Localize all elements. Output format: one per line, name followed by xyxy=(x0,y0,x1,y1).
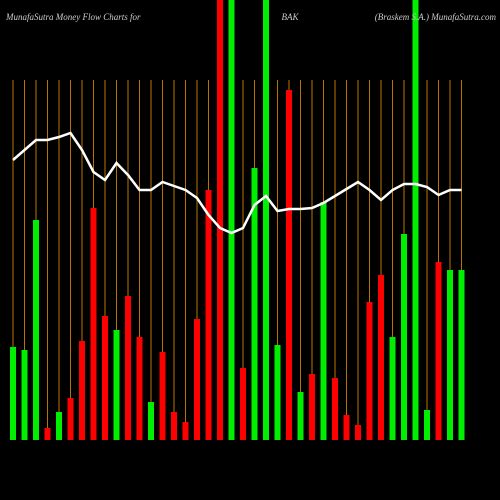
bar xyxy=(251,168,258,440)
bar xyxy=(355,425,361,440)
bar xyxy=(263,0,269,440)
bar xyxy=(171,412,177,440)
bar xyxy=(286,90,292,440)
bar xyxy=(44,428,51,440)
bar xyxy=(102,316,108,440)
chart-title: MunafaSutra Money Flow Charts for xyxy=(5,12,141,22)
bar xyxy=(10,347,16,440)
bar xyxy=(21,350,28,440)
bar xyxy=(435,262,442,440)
bar xyxy=(90,208,97,440)
bar xyxy=(136,337,143,440)
bar xyxy=(458,270,465,440)
bar xyxy=(424,410,430,440)
money-flow-line xyxy=(12,131,462,235)
symbol: BAK xyxy=(282,12,300,22)
bar xyxy=(148,402,154,440)
bar xyxy=(182,422,189,440)
bar xyxy=(378,275,384,440)
bar xyxy=(401,234,407,440)
bar xyxy=(389,337,396,440)
bar xyxy=(332,378,338,440)
bar xyxy=(447,270,453,440)
bar xyxy=(309,374,315,440)
bar xyxy=(125,296,131,440)
lines xyxy=(12,131,462,235)
bar xyxy=(79,341,85,440)
bar xyxy=(297,392,304,440)
bar xyxy=(274,345,281,440)
bar xyxy=(320,202,327,440)
bar xyxy=(343,415,350,440)
bar xyxy=(67,398,74,440)
bar xyxy=(217,0,223,440)
bar xyxy=(412,0,419,440)
bar xyxy=(205,190,212,440)
bars xyxy=(10,0,465,440)
bar xyxy=(113,330,120,440)
bar xyxy=(194,319,200,440)
bar xyxy=(159,352,166,440)
bar xyxy=(240,368,246,440)
bar xyxy=(366,302,373,440)
subtitle: (Braskem S.A.) MunafaSutra.com xyxy=(375,12,497,22)
bar xyxy=(228,0,235,440)
bar xyxy=(56,412,62,440)
bar xyxy=(33,220,39,440)
